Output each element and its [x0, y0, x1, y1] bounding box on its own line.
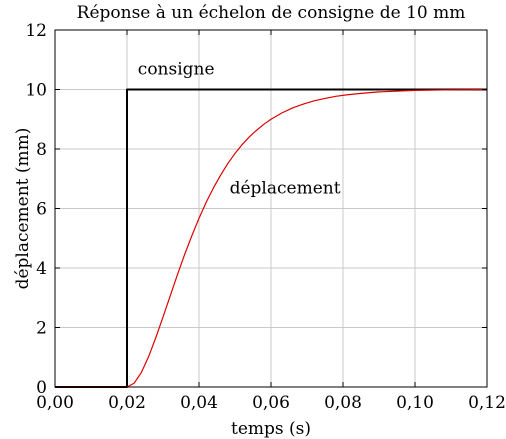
y-tick-label: 0 [36, 378, 47, 398]
y-tick-label: 12 [25, 21, 47, 41]
y-tick-label: 8 [36, 140, 47, 160]
y-tick-label: 4 [36, 259, 47, 279]
annotation-label: consigne [138, 60, 215, 80]
annotation-label: déplacement [230, 179, 341, 199]
x-tick-label: 0,06 [252, 393, 290, 413]
y-tick-label: 6 [36, 200, 47, 220]
y-tick-label: 10 [25, 81, 47, 101]
x-tick-label: 0,04 [180, 393, 218, 413]
y-tick-label: 2 [36, 319, 47, 339]
annotations: consigne déplacement [138, 60, 341, 199]
x-tick-label: 0,12 [468, 393, 506, 413]
grid [55, 30, 487, 387]
x-tick-label: 0,08 [324, 393, 362, 413]
y-axis-label: déplacement (mm) [13, 128, 33, 290]
x-tick-label: 0,02 [108, 393, 146, 413]
x-tick-label: 0,10 [396, 393, 434, 413]
x-axis-label: temps (s) [231, 419, 311, 439]
chart-title: Réponse à un échelon de consigne de 10 m… [77, 3, 466, 23]
